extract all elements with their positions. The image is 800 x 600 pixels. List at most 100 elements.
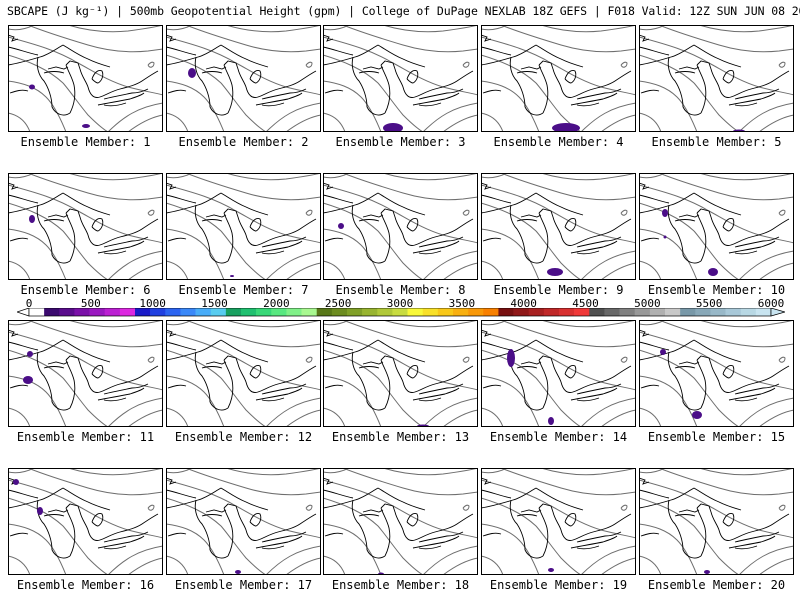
colorbar-swatch	[695, 308, 711, 316]
colorbar-swatch	[150, 308, 166, 316]
ensemble-member-label: Ensemble Member: 2	[178, 135, 309, 149]
ensemble-panel-15: Ensemble Member: 15	[639, 320, 794, 444]
cape-area-10-1	[662, 209, 668, 217]
colorbar-swatch	[286, 308, 302, 316]
ensemble-map-5	[639, 25, 794, 132]
colorbar-tick: 3000	[386, 297, 414, 310]
colorbar-swatch	[665, 308, 681, 316]
colorbar-swatch	[165, 308, 181, 316]
ensemble-panel-7: Ensemble Member: 7	[166, 173, 321, 297]
cape-area-7-1	[230, 275, 234, 277]
ensemble-map-10	[639, 173, 794, 280]
ensemble-map-12	[166, 320, 321, 427]
colorbar-swatch	[29, 308, 45, 316]
colorbar-swatch	[135, 308, 151, 316]
colorbar-tick: 4500	[572, 297, 599, 310]
ensemble-panel-2: Ensemble Member: 2	[166, 25, 321, 149]
colorbar-swatch	[407, 308, 424, 316]
ensemble-member-label: Ensemble Member: 5	[651, 135, 782, 149]
ensemble-panel-14: Ensemble Member: 14	[481, 320, 636, 444]
colorbar-swatch	[210, 308, 227, 316]
ensemble-map-4	[481, 25, 636, 132]
ensemble-member-label: Ensemble Member: 15	[647, 430, 786, 444]
ensemble-map-20	[639, 468, 794, 575]
ensemble-panel-4: Ensemble Member: 4	[481, 25, 636, 149]
ensemble-panel-3: Ensemble Member: 3	[323, 25, 478, 149]
ensemble-map-19	[481, 468, 636, 575]
cape-area-17-1	[235, 570, 241, 574]
ensemble-member-label: Ensemble Member: 17	[174, 578, 313, 592]
ensemble-member-label: Ensemble Member: 16	[16, 578, 155, 592]
colorbar-swatch	[437, 308, 454, 316]
cape-area-19-1	[548, 568, 554, 572]
ensemble-member-label: Ensemble Member: 6	[20, 283, 151, 297]
cape-area-11-2	[23, 376, 33, 384]
colorbar-tick: 1000	[139, 297, 166, 310]
cape-area-15-1	[660, 349, 666, 355]
map-title: SBCAPE (J kg⁻¹) | 500mb Geopotential Hei…	[7, 4, 800, 18]
ensemble-map-2	[166, 25, 321, 132]
colorbar-swatch	[74, 308, 90, 316]
ensemble-panel-9: Ensemble Member: 9	[481, 173, 636, 297]
colorbar-swatch	[619, 308, 636, 316]
ensemble-map-9	[481, 173, 636, 280]
colorbar-swatch	[513, 308, 530, 316]
cape-area-8-1	[338, 223, 344, 229]
colorbar-swatch	[574, 308, 590, 316]
colorbar-swatch	[301, 308, 318, 316]
colorbar-tick: 5000	[634, 297, 661, 310]
ensemble-panel-8: Ensemble Member: 8	[323, 173, 478, 297]
ensemble-member-label: Ensemble Member: 7	[178, 283, 309, 297]
cape-area-16-2	[37, 507, 43, 515]
cape-area-4-1	[552, 123, 580, 132]
colorbar-swatch	[362, 308, 378, 316]
colorbar-swatch	[331, 308, 348, 316]
colorbar-legend: 0 500 1000 1500 2000 2500 3000 3500 4000 4500 5000…	[17, 297, 785, 321]
ensemble-map-17	[166, 468, 321, 575]
colorbar-swatch	[225, 308, 242, 316]
cape-area-1-2	[82, 124, 90, 128]
cape-area-10-3	[663, 235, 667, 239]
cape-area-14-2	[548, 417, 554, 425]
colorbar-swatch	[377, 308, 393, 316]
colorbar-tick: 4000	[510, 297, 537, 310]
ensemble-panel-11: Ensemble Member: 11	[8, 320, 163, 444]
ensemble-member-label: Ensemble Member: 19	[489, 578, 628, 592]
colorbar-tick: 5500	[695, 297, 723, 310]
colorbar-swatch	[392, 308, 408, 316]
colorbar-tick: 3500	[448, 297, 476, 310]
colorbar-swatch	[59, 308, 75, 316]
colorbar-tick: 2500	[324, 297, 352, 310]
colorbar-swatch	[483, 308, 499, 316]
colorbar-swatch	[559, 308, 575, 316]
ensemble-member-label: Ensemble Member: 20	[647, 578, 786, 592]
colorbar-swatch	[710, 308, 726, 316]
cape-area-10-2	[708, 268, 718, 276]
ensemble-map-18	[323, 468, 478, 575]
colorbar-swatch	[241, 308, 257, 316]
colorbar-swatch	[498, 308, 514, 316]
ensemble-map-8	[323, 173, 478, 280]
ensemble-member-label: Ensemble Member: 14	[489, 430, 628, 444]
ensemble-member-label: Ensemble Member: 4	[493, 135, 624, 149]
ensemble-map-3	[323, 25, 478, 132]
ensemble-map-6	[8, 173, 163, 280]
colorbar-swatch	[422, 308, 439, 316]
colorbar-tick: 2000	[263, 297, 290, 310]
colorbar-swatch	[347, 308, 363, 316]
colorbar-swatch	[316, 308, 333, 316]
colorbar-swatch	[271, 308, 287, 316]
colorbar-swatch	[256, 308, 272, 316]
ensemble-member-label: Ensemble Member: 12	[174, 430, 313, 444]
colorbar-swatch	[180, 308, 196, 316]
colorbar-tick: 6000	[757, 297, 785, 310]
ensemble-member-label: Ensemble Member: 8	[335, 283, 466, 297]
ensemble-panel-16: Ensemble Member: 16	[8, 468, 163, 592]
ensemble-panel-20: Ensemble Member: 20	[639, 468, 794, 592]
cape-area-15-2	[692, 411, 702, 419]
colorbar-swatch	[44, 308, 60, 316]
cape-area-9-1	[547, 268, 563, 276]
ensemble-member-label: Ensemble Member: 10	[647, 283, 786, 297]
colorbar-tick: 0	[25, 297, 33, 310]
ensemble-panel-12: Ensemble Member: 12	[166, 320, 321, 444]
